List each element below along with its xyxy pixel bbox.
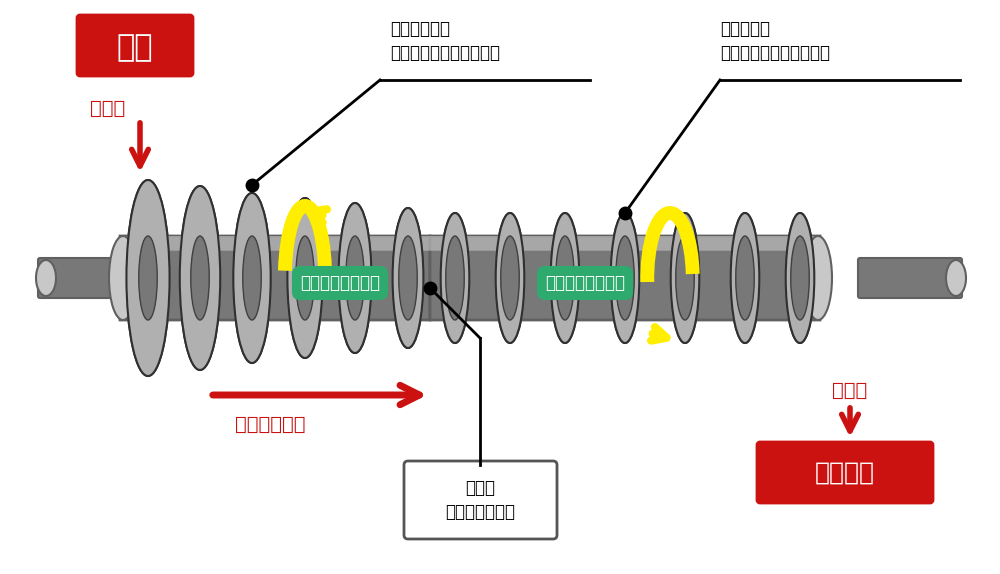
Ellipse shape	[946, 260, 966, 296]
Ellipse shape	[804, 236, 832, 320]
Ellipse shape	[393, 208, 423, 348]
Ellipse shape	[731, 213, 759, 343]
Ellipse shape	[338, 203, 372, 353]
Ellipse shape	[786, 213, 814, 343]
Text: 汚泥: 汚泥	[117, 33, 153, 63]
Ellipse shape	[287, 198, 323, 358]
Ellipse shape	[786, 213, 814, 343]
Ellipse shape	[338, 203, 372, 353]
FancyBboxPatch shape	[120, 236, 430, 251]
Ellipse shape	[287, 198, 323, 358]
FancyBboxPatch shape	[77, 15, 193, 76]
Text: 脱水汚泥: 脱水汚泥	[815, 461, 875, 485]
Ellipse shape	[36, 260, 56, 296]
Ellipse shape	[496, 213, 524, 343]
Ellipse shape	[671, 213, 699, 343]
Text: プラグスクリュー: プラグスクリュー	[545, 274, 625, 292]
Text: 回転が
切り替わる位置: 回転が 切り替わる位置	[445, 479, 515, 522]
Ellipse shape	[611, 213, 639, 343]
Ellipse shape	[180, 186, 220, 370]
Ellipse shape	[233, 193, 271, 363]
Ellipse shape	[671, 213, 699, 343]
FancyBboxPatch shape	[430, 236, 820, 251]
Ellipse shape	[551, 213, 579, 343]
Text: 流入口: 流入口	[90, 99, 126, 118]
Ellipse shape	[731, 213, 759, 343]
Ellipse shape	[611, 213, 639, 343]
Ellipse shape	[736, 236, 754, 320]
Ellipse shape	[556, 236, 574, 320]
Text: 時計回りで
汚泥排出となる羽根形状: 時計回りで 汚泥排出となる羽根形状	[720, 21, 830, 62]
Text: 汚泥進行方向: 汚泥進行方向	[235, 415, 305, 434]
Text: 反時計回りで
汚泥排出となる羽根形状: 反時計回りで 汚泥排出となる羽根形状	[390, 21, 500, 62]
FancyBboxPatch shape	[757, 442, 933, 503]
Ellipse shape	[791, 236, 809, 320]
Ellipse shape	[446, 236, 464, 320]
Ellipse shape	[191, 236, 209, 320]
Ellipse shape	[501, 236, 519, 320]
Ellipse shape	[126, 180, 170, 376]
FancyBboxPatch shape	[38, 258, 142, 298]
Ellipse shape	[496, 213, 524, 343]
FancyBboxPatch shape	[430, 236, 820, 320]
Ellipse shape	[676, 236, 694, 320]
Ellipse shape	[616, 236, 634, 320]
Ellipse shape	[180, 186, 220, 370]
Ellipse shape	[393, 208, 423, 348]
Ellipse shape	[346, 236, 364, 320]
Ellipse shape	[243, 236, 261, 320]
Ellipse shape	[139, 236, 157, 320]
Ellipse shape	[399, 236, 417, 320]
Ellipse shape	[233, 193, 271, 363]
Ellipse shape	[551, 213, 579, 343]
Ellipse shape	[441, 213, 469, 343]
FancyBboxPatch shape	[120, 236, 430, 320]
Ellipse shape	[296, 236, 314, 320]
Ellipse shape	[109, 236, 137, 320]
Ellipse shape	[441, 213, 469, 343]
Text: テーパスクリュー: テーパスクリュー	[300, 274, 380, 292]
FancyBboxPatch shape	[858, 258, 962, 298]
Ellipse shape	[126, 180, 170, 376]
Text: 排出口: 排出口	[832, 381, 868, 400]
FancyBboxPatch shape	[404, 461, 557, 539]
